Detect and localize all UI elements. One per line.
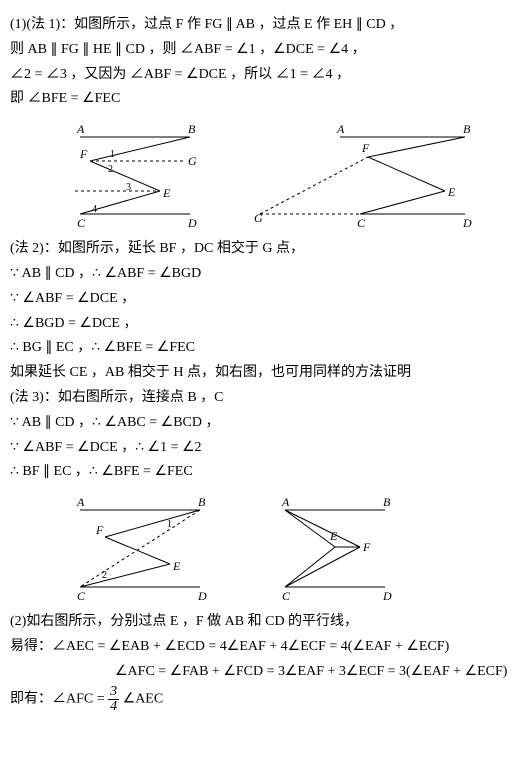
- method2-line5: ∴ BG ∥ EC ，∴ ∠BFE = ∠FEC: [10, 336, 509, 360]
- method3-line3: ∵ ∠ABF = ∠DCE ，∴ ∠1 = ∠2: [10, 436, 509, 460]
- figure-row-1: A B C D F E G 1 2 3 4 A B C D F: [50, 119, 509, 229]
- fraction-3-4: 34: [108, 685, 119, 714]
- fig1r-label-D: D: [462, 216, 472, 229]
- part2-eq2: ∠AFC = ∠FAB + ∠FCD = 3∠EAF + 3∠ECF = 3(∠…: [115, 664, 507, 679]
- fig2l-label-E: E: [172, 559, 181, 573]
- fig1l-label-G: G: [188, 154, 197, 168]
- figure-row-2: A B C D F E 1 2 A B C D E F: [50, 492, 509, 602]
- figure-1-right: A B C D F E G: [250, 119, 490, 229]
- part2-line1: (2)如右图所示，分别过点 E ，F 做 AB 和 CD 的平行线，: [10, 610, 509, 634]
- fig2r-label-F: F: [362, 540, 371, 554]
- method1-label: (1)(法 1): [10, 13, 60, 37]
- fig2l-label-C: C: [77, 589, 86, 602]
- fig1l-label-C: C: [77, 216, 86, 229]
- method3-text1: ：如右图所示，连接点 B ，C: [44, 390, 224, 405]
- fig1r-label-B: B: [463, 122, 471, 136]
- fig1l-label-F: F: [79, 147, 88, 161]
- fig1l-num-1: 1: [110, 149, 115, 160]
- method2-line1: (法 2)：如图所示，延长 BF ，DC 相交于 G 点，: [10, 237, 509, 261]
- fig2l-label-D: D: [197, 589, 207, 602]
- part2-line2: 易得：∠AEC = ∠EAB + ∠ECD = 4∠EAF + 4∠ECF = …: [10, 635, 509, 659]
- fig2l-label-F: F: [95, 523, 104, 537]
- method3-line2: ∵ AB ∥ CD ，∴ ∠ABC = ∠BCD ，: [10, 411, 509, 435]
- part2-conc-b: ∠AEC: [119, 691, 163, 706]
- method2-line6: 如果延长 CE ，AB 相交于 H 点，如右图，也可用同样的方法证明: [10, 361, 509, 385]
- fig2r-label-E: E: [329, 529, 338, 543]
- method1-line2: 则 AB ∥ FG ∥ HE ∥ CD ，则 ∠ABF = ∠1 ，∠DCE =…: [10, 38, 509, 62]
- method3-line4: ∴ BF ∥ EC ，∴ ∠BFE = ∠FEC: [10, 460, 509, 484]
- fig1l-num-3: 3: [126, 182, 131, 193]
- fig1l-label-B: B: [188, 122, 196, 136]
- method1-line4: 即 ∠BFE = ∠FEC: [10, 87, 509, 111]
- method1-line1: (1)(法 1)：如图所示，过点 F 作 FG ∥ AB ，过点 E 作 EH …: [10, 13, 509, 37]
- fig2r-label-B: B: [383, 495, 391, 509]
- fraction-denominator: 4: [108, 700, 119, 714]
- fig1l-label-A: A: [76, 122, 85, 136]
- method2-label: (法 2): [10, 237, 44, 261]
- part2-eq1: 易得：∠AEC = ∠EAB + ∠ECD = 4∠EAF + 4∠ECF = …: [10, 639, 449, 654]
- fig2r-label-C: C: [282, 589, 291, 602]
- method3-label: (法 3): [10, 386, 44, 410]
- method3-line1: (法 3)：如右图所示，连接点 B ，C: [10, 386, 509, 410]
- fraction-numerator: 3: [108, 685, 119, 700]
- fig2r-label-D: D: [382, 589, 392, 602]
- fig2l-num-2: 2: [102, 570, 107, 581]
- fig2l-num-1: 1: [167, 519, 172, 530]
- fig1r-label-C: C: [357, 216, 366, 229]
- fig1l-num-2: 2: [108, 164, 113, 175]
- method2-line2: ∵ AB ∥ CD ，∴ ∠ABF = ∠BGD: [10, 262, 509, 286]
- fig1l-num-4: 4: [92, 204, 97, 215]
- part2-conc-a: 即有：∠AFC =: [10, 691, 108, 706]
- fig2l-label-A: A: [76, 495, 85, 509]
- method1-text1: ：如图所示，过点 F 作 FG ∥ AB ，过点 E 作 EH ∥ CD ，: [60, 17, 403, 32]
- method2-line4: ∴ ∠BGD = ∠DCE ，: [10, 312, 509, 336]
- fig1r-label-E: E: [447, 185, 456, 199]
- method1-line3: ∠2 = ∠3 ，又因为 ∠ABF = ∠DCE ，所以 ∠1 = ∠4 ，: [10, 63, 509, 87]
- method2-line3: ∵ ∠ABF = ∠DCE ，: [10, 287, 509, 311]
- part2-line3: ∠AFC = ∠FAB + ∠FCD = 3∠EAF + 3∠ECF = 3(∠…: [115, 660, 509, 684]
- method2-text1: ：如图所示，延长 BF ，DC 相交于 G 点，: [44, 241, 304, 256]
- figure-2-left: A B C D F E 1 2: [50, 492, 230, 602]
- part2-line4: 即有：∠AFC = 34 ∠AEC: [10, 685, 509, 714]
- fig1r-label-F: F: [361, 141, 370, 155]
- fig1l-label-E: E: [162, 186, 171, 200]
- figure-1-left: A B C D F E G 1 2 3 4: [50, 119, 220, 229]
- fig2r-label-A: A: [281, 495, 290, 509]
- fig1l-label-D: D: [187, 216, 197, 229]
- fig1r-label-G: G: [254, 211, 263, 225]
- fig1r-label-A: A: [336, 122, 345, 136]
- fig2l-label-B: B: [198, 495, 206, 509]
- figure-2-right: A B C D E F: [260, 492, 410, 602]
